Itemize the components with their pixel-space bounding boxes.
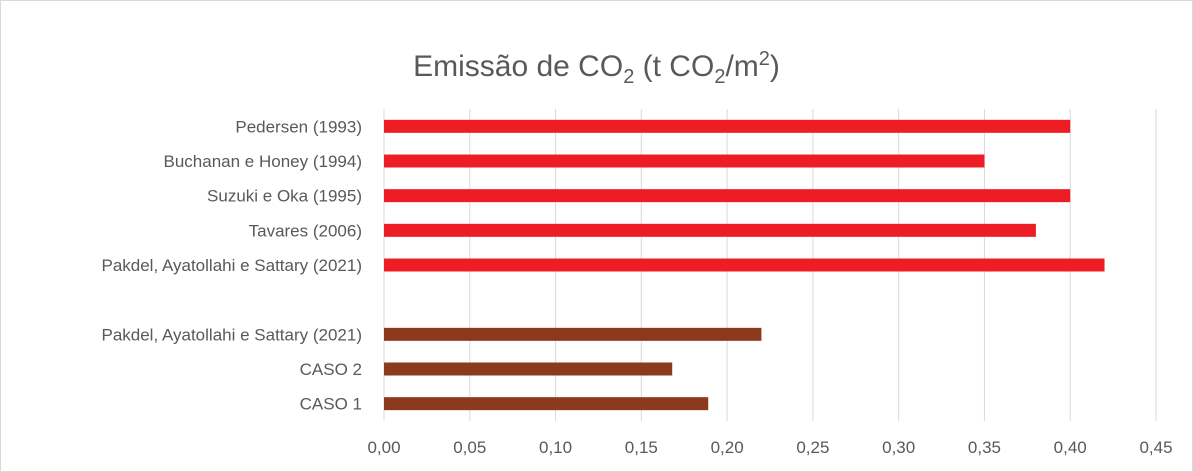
category-label: Tavares (2006) — [249, 221, 362, 240]
x-tick-label: 0,15 — [625, 438, 658, 457]
category-label: Suzuki e Oka (1995) — [207, 187, 362, 206]
category-label: Pakdel, Ayatollahi e Sattary (2021) — [101, 325, 362, 344]
x-tick-label: 0,20 — [711, 438, 744, 457]
category-label: Buchanan e Honey (1994) — [164, 152, 362, 171]
x-tick-label: 0,40 — [1054, 438, 1087, 457]
category-label: Pedersen (1993) — [235, 117, 362, 136]
bar — [384, 119, 1071, 133]
chart-title: Emissão de CO2 (t CO2/m2) — [413, 48, 780, 88]
x-tick-label: 0,25 — [796, 438, 829, 457]
bar — [384, 362, 673, 376]
bar — [384, 397, 709, 411]
x-tick-label: 0,00 — [367, 438, 400, 457]
x-tick-label: 0,35 — [968, 438, 1001, 457]
x-tick-label: 0,45 — [1139, 438, 1172, 457]
x-tick-label: 0,05 — [453, 438, 486, 457]
bar — [384, 154, 985, 168]
category-label: Pakdel, Ayatollahi e Sattary (2021) — [101, 256, 362, 275]
bar — [384, 189, 1071, 203]
bar — [384, 258, 1105, 272]
x-tick-label: 0,30 — [882, 438, 915, 457]
category-label: CASO 2 — [300, 360, 362, 379]
x-tick-label: 0,10 — [539, 438, 572, 457]
bar — [384, 327, 762, 341]
category-label: CASO 1 — [300, 395, 362, 414]
bar — [384, 223, 1036, 237]
